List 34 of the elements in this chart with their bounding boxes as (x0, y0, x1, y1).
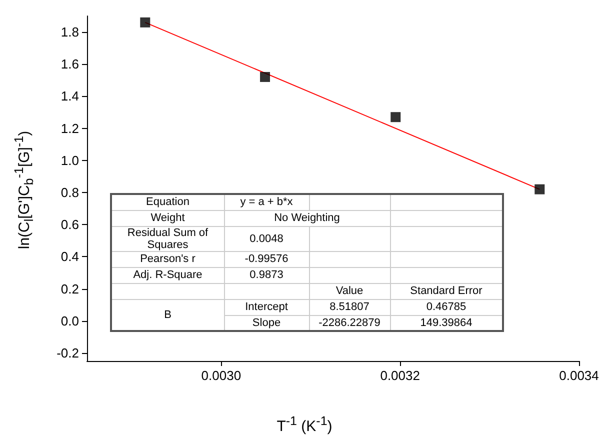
y-tick-label: -0.2 (56, 345, 79, 360)
y-tick-label: 0.6 (60, 217, 79, 232)
y-tick-label: 0.2 (60, 281, 79, 296)
x-tick-label: 0.0034 (559, 368, 599, 383)
y-tick-label: 0.4 (60, 249, 79, 264)
annotation: -0.99576 (224, 251, 309, 267)
annotation: Equation (111, 194, 224, 210)
annotation: Intercept (224, 299, 309, 315)
annotation: 0.9873 (224, 267, 309, 283)
annotation: -2286.22879 (309, 315, 390, 331)
x-tick-label: 0.0032 (380, 368, 420, 383)
y-tick-label: 1.6 (60, 56, 79, 72)
y-tick-label: 1.8 (60, 24, 79, 40)
y-tick-label: 1.2 (60, 120, 79, 136)
annotation: 0.46785 (390, 299, 503, 315)
annotation: Weight (111, 210, 224, 226)
annotation: Value (309, 283, 390, 299)
annotation: 8.51807 (309, 299, 390, 315)
annotation: No Weighting (224, 210, 390, 226)
x-axis-title: T$^{-1}$ (K$^{-1}$) (276, 414, 334, 435)
annotation: B (111, 299, 224, 331)
y-tick-label: 0.0 (60, 313, 79, 328)
annotation: Slope (224, 315, 309, 331)
y-tick-label: 1.0 (60, 152, 79, 168)
annotation: Adj. R-Square (111, 267, 224, 283)
annotation: y = a + b*x (224, 194, 309, 210)
annotation: 149.39864 (390, 315, 503, 331)
annotation: 0.0048 (224, 226, 309, 251)
annotation: Residual Sum of Squares (111, 226, 224, 251)
annotation: Standard Error (390, 283, 503, 299)
y-tick-label: 1.4 (60, 88, 79, 104)
annotation: Pearson's r (111, 251, 224, 267)
y-tick-label: 0.8 (60, 185, 79, 200)
x-tick-label: 0.0030 (201, 368, 242, 383)
